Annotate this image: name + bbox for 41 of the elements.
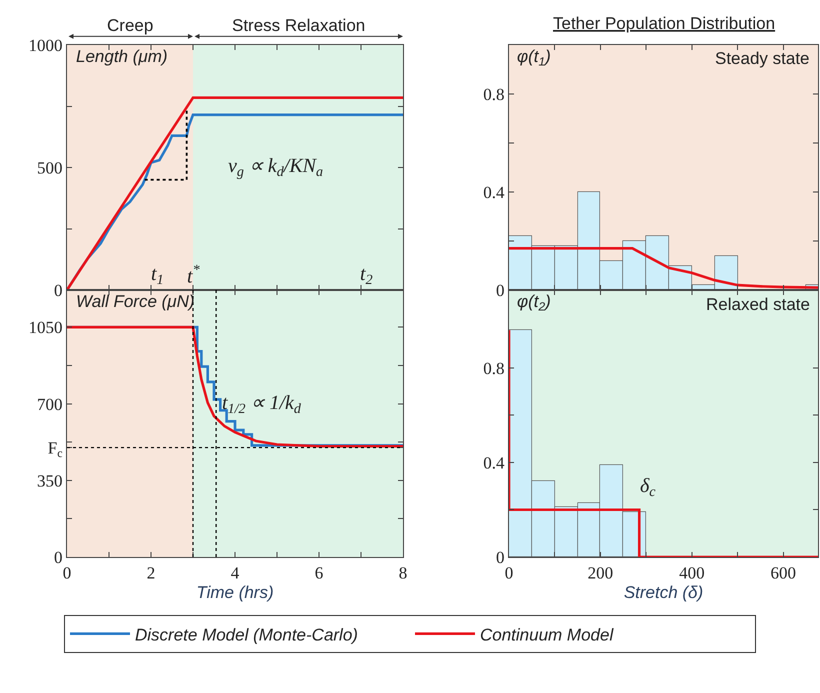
x-tick-label: 6 [314,564,324,582]
annotation: t$^{*}$ [187,263,200,288]
annotation: t$_{1}$ [151,263,164,288]
y-tick-label: F$_{c}$ [48,438,62,460]
annotation: v$_{g}$ ∝ k$_{d}$/KN$_{a}$ [228,155,324,180]
y-tick-label: 350 [37,471,62,490]
x-tick-label: 400 [679,564,705,582]
y-tick-label: 1000 [28,36,62,55]
y-tick-label: 0 [496,548,504,567]
x-tick-label: 600 [770,564,796,582]
y-tick-label: 0.8 [483,84,504,104]
chart-title: Tether Population Distribution [553,14,776,33]
y-tick-label: 1050 [28,318,62,338]
x-tick-label: 200 [588,564,614,582]
y-tick-label: 500 [37,158,62,178]
y-axis-title: φ(t$_{2}$) [517,292,551,314]
annotation: δ$_{c}$ [640,475,656,500]
chart-subtitle: Relaxed state [706,295,810,314]
x-tick-label: 2 [146,564,156,582]
y-tick-label: 0.8 [483,358,504,378]
y-tick-label: 0 [496,280,504,300]
line-series [509,247,818,289]
y-axis-title: Length (μm) [76,47,168,66]
band-label: Stress Relaxation [232,16,366,35]
y-tick-label: 700 [37,394,62,414]
band-label: Creep [107,16,154,35]
x-axis-title: Stretch (δ) [624,582,704,602]
y-tick-label: 0 [54,280,62,300]
y-tick-label: 0.4 [483,453,505,472]
x-tick-label: 4 [230,564,240,582]
y-axis-title: Wall Force (μN) [76,292,195,311]
x-tick-label: 8 [398,564,408,582]
y-axis-title: φ(t$_{1}$) [517,47,551,69]
y-tick-label: 0 [54,548,62,567]
x-axis-title: Time (hrs) [196,582,274,602]
chart-subtitle: Steady state [715,49,810,68]
legend-label: Continuum Model [480,625,614,644]
legend-label: Discrete Model (Monte-Carlo) [135,625,358,644]
annotation: t$_{2}$ [360,263,373,288]
y-tick-label: 0.4 [483,182,505,202]
annotation: t$_{1/2}$ ∝ 1/k$_{d}$ [222,392,302,418]
